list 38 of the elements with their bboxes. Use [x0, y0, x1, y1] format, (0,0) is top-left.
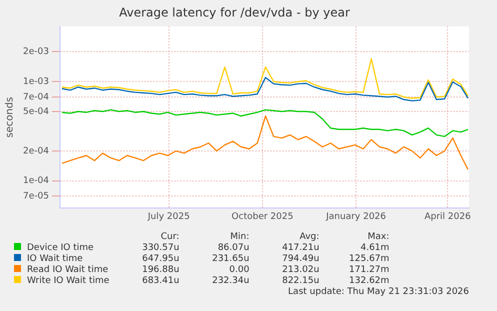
text: 417.21u	[281, 243, 320, 254]
text: 330.57u	[141, 243, 180, 254]
text: 231.65u	[211, 254, 250, 265]
y-tick-label: 2e-03	[22, 47, 49, 58]
y-tick-label: 1e-03	[22, 76, 49, 87]
text: Min:	[229, 232, 250, 243]
text: Avg:	[298, 232, 320, 243]
text: 125.67m	[348, 254, 390, 265]
legend-label: Device IO time	[26, 243, 95, 254]
y-tick-label: 5e-04	[22, 106, 50, 117]
text: 86.07u	[216, 243, 250, 254]
legend-label: Read IO Wait time	[26, 265, 110, 276]
text: 232.34u	[211, 276, 250, 287]
text: 171.27m	[348, 265, 390, 276]
x-tick-label: January 2026	[325, 212, 386, 222]
text: Cur:	[160, 232, 180, 243]
text: 0.00	[228, 265, 250, 276]
text: 683.41u	[141, 276, 180, 287]
text: 196.88u	[141, 265, 180, 276]
y-tick-label: 2e-04	[22, 146, 50, 156]
legend-label: IO Wait time	[26, 254, 84, 265]
y-tick-label: 7e-04	[22, 92, 50, 102]
text: 132.62m	[348, 276, 390, 287]
x-tick-label: July 2025	[146, 212, 190, 222]
x-tick-label: October 2025	[232, 212, 294, 222]
y-axis-title: seconds	[4, 96, 16, 138]
chart-title: Average latency for /dev/vda - by year	[119, 5, 350, 20]
text: 213.02u	[281, 265, 320, 276]
y-tick-label: 7e-05	[22, 192, 49, 202]
text: 794.49u	[281, 254, 320, 265]
text: 647.95u	[141, 254, 180, 265]
x-tick-label: April 2026	[424, 212, 472, 222]
text: 4.61m	[359, 243, 390, 254]
text: Last update: Thu May 21 23:31:03 2026	[288, 287, 469, 297]
text: 822.15u	[281, 276, 320, 287]
legend-label: Write IO Wait time	[26, 276, 110, 287]
text: Max:	[366, 232, 390, 243]
y-tick-label: 1e-04	[22, 176, 50, 186]
